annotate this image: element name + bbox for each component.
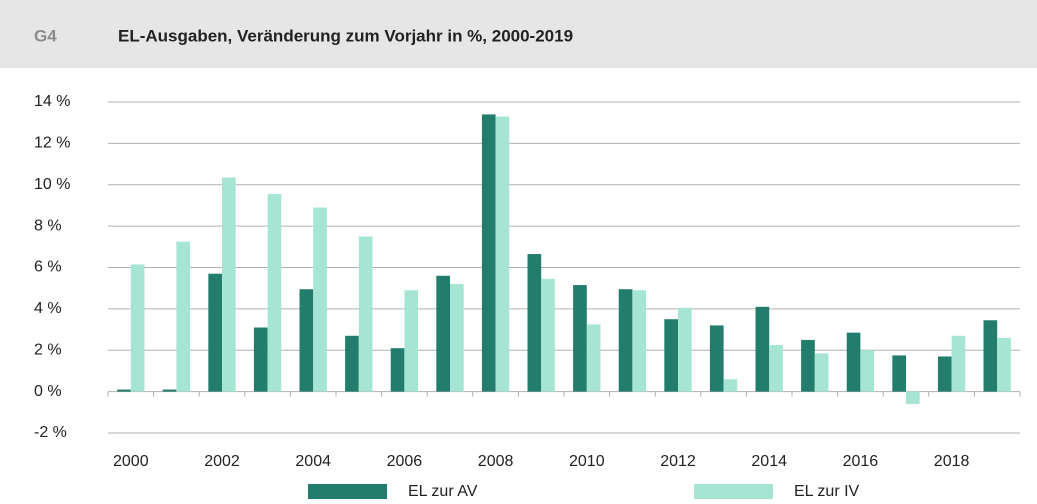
bar <box>755 306 770 392</box>
bar <box>176 241 191 392</box>
bar <box>618 289 633 392</box>
bar <box>769 345 783 392</box>
bar <box>450 284 464 392</box>
header-label: G4 <box>34 26 57 45</box>
bar <box>573 285 587 392</box>
bar <box>527 254 542 392</box>
legend-label: EL zur AV <box>408 483 478 500</box>
bar <box>267 194 282 392</box>
bar <box>951 335 966 392</box>
x-tick-label: 2010 <box>569 453 605 470</box>
bar <box>997 337 1011 392</box>
x-tick-label: 2006 <box>387 453 423 470</box>
legend-label: EL zur IV <box>794 483 860 500</box>
bar <box>664 319 678 392</box>
bar <box>162 389 177 392</box>
bar <box>358 236 373 392</box>
bar <box>983 320 998 392</box>
bar <box>801 339 815 392</box>
y-tick-label: 4 % <box>34 300 62 317</box>
x-tick-label: 2018 <box>934 453 970 470</box>
y-tick-label: 2 % <box>34 341 62 358</box>
header-band <box>0 0 1037 68</box>
bar <box>404 290 419 392</box>
bar <box>678 307 692 392</box>
bar <box>892 355 906 392</box>
y-tick-label: 0 % <box>34 383 62 400</box>
bar <box>222 177 236 392</box>
x-tick-label: 2016 <box>843 453 879 470</box>
bar <box>481 114 496 392</box>
x-tick-label: 2002 <box>204 453 240 470</box>
bar <box>436 275 450 392</box>
header-title: EL-Ausgaben, Veränderung zum Vorjahr in … <box>118 26 573 45</box>
bar <box>495 116 510 392</box>
bar <box>860 350 875 392</box>
y-tick-label: 8 % <box>34 217 62 234</box>
x-tick-label: 2004 <box>295 453 331 470</box>
y-tick-label: 10 % <box>34 176 70 193</box>
bar <box>906 391 920 405</box>
y-tick-label: -2 % <box>34 424 67 441</box>
bar <box>709 325 724 392</box>
bar <box>253 327 268 392</box>
bar <box>632 290 647 392</box>
y-tick-label: 6 % <box>34 259 62 276</box>
legend-swatch <box>308 484 387 499</box>
bar <box>390 348 405 392</box>
bar <box>313 207 327 392</box>
y-tick-label: 14 % <box>34 93 70 110</box>
x-tick-label: 2014 <box>751 453 787 470</box>
bar <box>345 335 359 392</box>
bar <box>846 332 861 392</box>
bar <box>130 264 145 392</box>
bar <box>723 379 738 392</box>
bar <box>299 289 314 392</box>
x-tick-label: 2008 <box>478 453 514 470</box>
bar <box>814 353 829 392</box>
x-tick-label: 2012 <box>660 453 696 470</box>
bar <box>937 356 952 392</box>
bar <box>586 324 601 392</box>
legend-swatch <box>694 484 773 499</box>
bar <box>117 389 131 392</box>
bar <box>541 278 555 392</box>
x-tick-label: 2000 <box>113 453 149 470</box>
bar <box>208 273 222 392</box>
y-tick-label: 12 % <box>34 135 70 152</box>
